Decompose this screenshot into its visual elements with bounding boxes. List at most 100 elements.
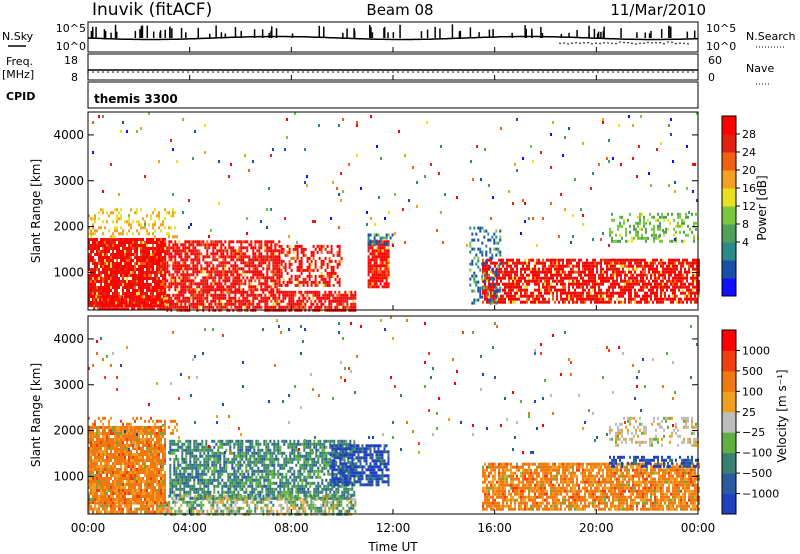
range-gate-cell — [556, 261, 558, 265]
range-gate-cell — [664, 297, 666, 301]
range-gate-cell — [266, 240, 269, 244]
range-gate-cell — [512, 270, 514, 274]
range-gate-cell — [142, 286, 144, 289]
range-gate-cell — [158, 217, 160, 221]
range-gate-cell — [120, 259, 122, 262]
range-gate-cell — [102, 465, 104, 468]
range-gate-cell — [598, 261, 600, 265]
range-gate-cell — [90, 477, 92, 480]
range-gate-cell — [92, 256, 94, 259]
range-gate-cell — [270, 249, 273, 253]
range-gate-cell — [224, 282, 227, 286]
range-gate-cell — [632, 157, 634, 160]
range-gate-cell — [146, 277, 148, 280]
nave-point — [157, 71, 159, 73]
range-gate-cell — [326, 283, 329, 287]
range-gate-cell — [122, 298, 124, 301]
range-gate-cell — [373, 258, 376, 262]
range-gate-cell — [677, 224, 679, 228]
range-gate-cell — [172, 293, 175, 297]
noise-search-point — [647, 41, 649, 44]
range-gate-cell — [624, 285, 626, 289]
range-gate-cell — [192, 267, 195, 271]
range-gate-cell — [108, 247, 110, 250]
range-gate-cell — [385, 242, 388, 246]
range-gate-cell — [222, 290, 225, 294]
range-gate-cell — [625, 230, 627, 234]
range-gate-cell — [619, 233, 621, 237]
range-gate-cell — [116, 253, 118, 256]
range-gate-cell — [681, 218, 683, 222]
range-gate-cell — [672, 261, 674, 265]
range-gate-cell — [238, 302, 241, 306]
range-gate-cell — [124, 256, 126, 259]
range-gate-cell — [174, 255, 177, 259]
nave-tick-bottom: 0 — [708, 71, 715, 84]
range-gate-cell — [244, 246, 247, 250]
range-gate-cell — [122, 265, 124, 268]
range-gate-cell — [133, 304, 136, 308]
range-gate-cell — [324, 305, 327, 309]
range-gate-cell — [688, 285, 690, 289]
range-gate-cell — [210, 276, 213, 280]
range-gate-cell — [184, 299, 187, 303]
range-gate-cell — [482, 288, 484, 292]
range-gate-cell — [244, 255, 247, 259]
range-gate-cell — [250, 270, 253, 274]
range-gate-cell — [256, 264, 259, 268]
range-gate-cell — [162, 286, 164, 289]
range-gate-cell — [242, 276, 245, 280]
nave-point — [552, 71, 554, 73]
range-gate-cell — [310, 283, 313, 287]
range-gate-cell — [262, 261, 265, 265]
range-gate-cell — [574, 294, 576, 298]
range-gate-cell — [600, 291, 602, 295]
range-gate-cell — [662, 291, 664, 295]
range-gate-cell — [664, 282, 666, 286]
range-gate-cell — [102, 453, 104, 456]
range-gate-cell — [105, 301, 108, 305]
range-gate-cell — [371, 240, 374, 244]
range-gate-cell — [487, 232, 490, 236]
range-gate-cell — [678, 297, 680, 301]
range-gate-cell — [156, 241, 158, 244]
range-gate-cell — [138, 244, 140, 247]
range-gate-cell — [102, 435, 104, 438]
range-gate-cell — [264, 285, 267, 289]
range-gate-cell — [106, 268, 108, 271]
range-gate-cell — [184, 249, 187, 253]
range-gate-cell — [686, 273, 688, 277]
range-gate-cell — [264, 246, 267, 250]
range-gate-cell — [662, 229, 664, 232]
colorbar-tick-label: 8 — [742, 218, 749, 231]
range-gate-cell — [274, 249, 277, 253]
range-gate-cell — [94, 453, 96, 456]
range-gate-cell — [684, 282, 686, 286]
range-gate-cell — [610, 291, 612, 295]
range-gate-cell — [674, 190, 676, 193]
range-gate-cell — [369, 261, 372, 265]
range-gate-cell — [88, 483, 90, 486]
range-gate-cell — [106, 441, 108, 444]
range-gate-cell — [479, 229, 482, 233]
range-gate-cell — [290, 268, 293, 272]
range-gate-cell — [224, 267, 227, 271]
range-gate-cell — [94, 462, 96, 465]
range-gate-cell — [606, 270, 608, 274]
range-gate-cell — [340, 293, 343, 297]
range-gate-cell — [308, 271, 311, 275]
range-gate-cell — [310, 290, 313, 294]
range-gate-cell — [602, 291, 604, 295]
nave-point — [117, 71, 119, 73]
range-gate-cell — [113, 298, 116, 302]
range-gate-cell — [131, 307, 134, 311]
range-gate-cell — [194, 290, 197, 294]
range-gate-cell — [272, 293, 275, 297]
range-gate-cell — [162, 244, 164, 247]
range-gate-cell — [286, 118, 288, 121]
range-gate-cell — [92, 121, 94, 124]
range-gate-cell — [320, 274, 323, 278]
range-gate-cell — [610, 285, 612, 289]
range-gate-cell — [96, 265, 98, 268]
nave-point — [692, 71, 694, 73]
